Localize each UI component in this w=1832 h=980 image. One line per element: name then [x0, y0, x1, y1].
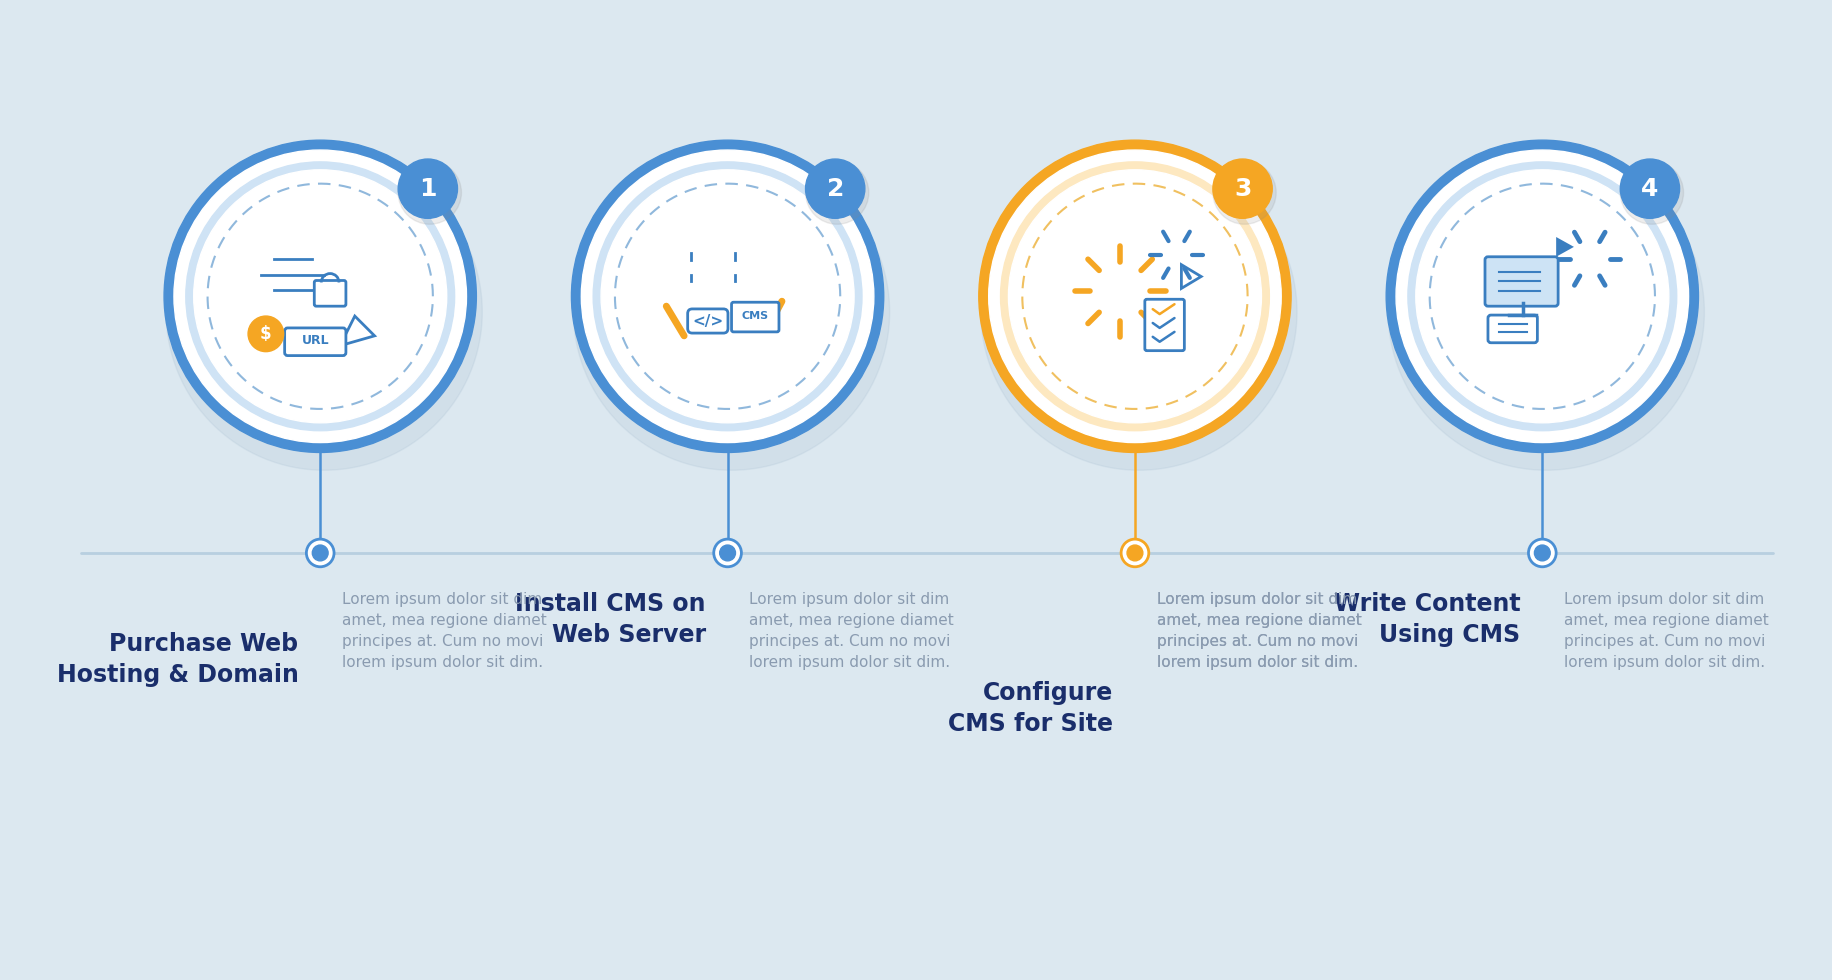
Circle shape — [806, 161, 868, 224]
Circle shape — [1387, 140, 1698, 453]
Text: Lorem ipsum dolor sit dim
amet, mea regione diamet
principes at. Cum no movi
lor: Lorem ipsum dolor sit dim amet, mea regi… — [1565, 593, 1770, 670]
Circle shape — [572, 140, 883, 453]
Circle shape — [174, 150, 467, 443]
Circle shape — [1127, 545, 1143, 561]
Circle shape — [989, 150, 1281, 443]
Circle shape — [806, 159, 865, 219]
FancyBboxPatch shape — [284, 328, 346, 356]
Circle shape — [398, 161, 462, 224]
Circle shape — [573, 154, 890, 470]
Circle shape — [1619, 159, 1680, 219]
Text: Lorem ipsum dolor sit dim
amet, mea regione diamet
principes at. Cum no movi
lor: Lorem ipsum dolor sit dim amet, mea regi… — [1156, 593, 1361, 670]
Circle shape — [1396, 150, 1689, 443]
Text: Install CMS on
Web Server: Install CMS on Web Server — [515, 593, 705, 647]
Circle shape — [601, 170, 854, 422]
Text: Lorem ipsum dolor sit dim
amet, mea regione diamet
principes at. Cum no movi
lor: Lorem ipsum dolor sit dim amet, mea regi… — [343, 593, 546, 670]
Circle shape — [1000, 162, 1270, 430]
Circle shape — [1528, 539, 1555, 566]
Circle shape — [247, 317, 284, 352]
Circle shape — [1008, 170, 1262, 422]
Circle shape — [980, 154, 1297, 470]
FancyBboxPatch shape — [1145, 299, 1183, 351]
Circle shape — [1409, 162, 1676, 430]
Circle shape — [581, 150, 874, 443]
Circle shape — [167, 154, 482, 470]
Circle shape — [1416, 170, 1669, 422]
Circle shape — [306, 539, 333, 566]
Circle shape — [1619, 161, 1684, 224]
Circle shape — [194, 170, 447, 422]
Text: $: $ — [260, 324, 271, 343]
Text: 2: 2 — [826, 176, 845, 201]
FancyBboxPatch shape — [315, 280, 346, 306]
FancyBboxPatch shape — [1486, 257, 1559, 306]
Circle shape — [311, 545, 328, 561]
Circle shape — [1121, 539, 1149, 566]
FancyBboxPatch shape — [731, 302, 779, 332]
Text: Lorem ipsum dolor sit dim
amet, mea regione diamet
principes at. Cum no movi
lor: Lorem ipsum dolor sit dim amet, mea regi… — [749, 593, 954, 670]
Text: 4: 4 — [1641, 176, 1658, 201]
Text: 1: 1 — [420, 176, 436, 201]
Circle shape — [978, 140, 1292, 453]
Circle shape — [720, 545, 735, 561]
Circle shape — [398, 159, 458, 219]
Text: Write Content
Using CMS: Write Content Using CMS — [1334, 593, 1521, 647]
Text: Lorem ipsum dolor sit dim
amet, mea regione diamet
principes at. Cum no movi
lor: Lorem ipsum dolor sit dim amet, mea regi… — [1156, 593, 1361, 670]
Text: CMS: CMS — [742, 311, 769, 321]
Circle shape — [1213, 159, 1271, 219]
Polygon shape — [1555, 237, 1574, 257]
Text: URL: URL — [302, 334, 330, 347]
Circle shape — [165, 140, 476, 453]
Circle shape — [185, 162, 454, 430]
Circle shape — [1389, 154, 1704, 470]
Circle shape — [1535, 545, 1550, 561]
Text: 3: 3 — [1235, 176, 1251, 201]
Text: </>: </> — [692, 314, 724, 328]
Text: Purchase Web
Hosting & Domain: Purchase Web Hosting & Domain — [57, 632, 299, 687]
Circle shape — [1213, 161, 1277, 224]
Circle shape — [594, 162, 863, 430]
Circle shape — [714, 539, 742, 566]
Text: Configure
CMS for Site: Configure CMS for Site — [949, 681, 1114, 736]
